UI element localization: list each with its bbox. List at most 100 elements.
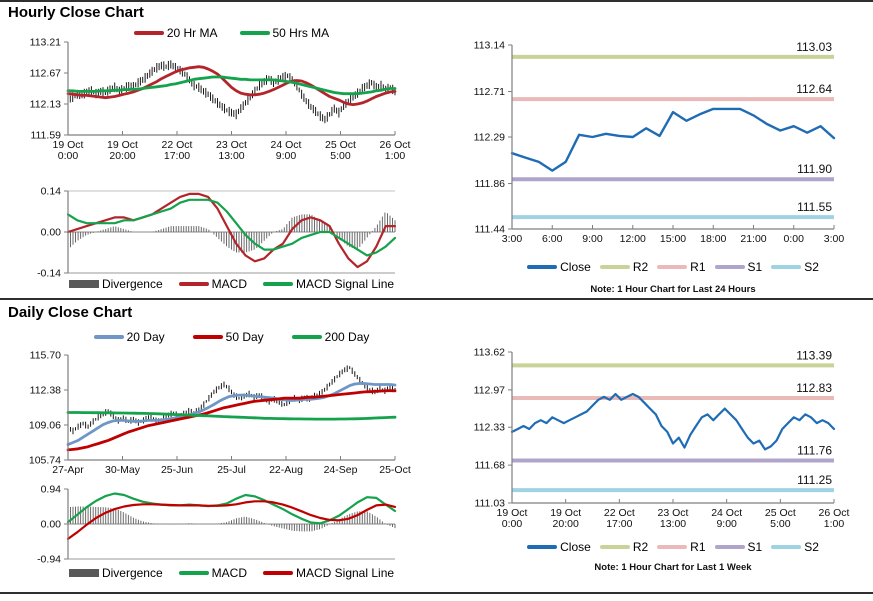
- svg-text:17:00: 17:00: [164, 150, 190, 162]
- svg-text:5:00: 5:00: [770, 518, 791, 530]
- svg-text:0.00: 0.00: [41, 519, 62, 531]
- svg-text:0:00: 0:00: [58, 150, 79, 162]
- svg-text:0:00: 0:00: [784, 233, 805, 245]
- legend-item-s1: S1: [714, 260, 763, 274]
- svg-text:25 Oct: 25 Oct: [765, 507, 796, 519]
- svg-text:112.38: 112.38: [30, 385, 61, 397]
- svg-text:115.70: 115.70: [30, 350, 61, 362]
- svg-text:23 Oct: 23 Oct: [658, 507, 689, 519]
- svg-text:112.13: 112.13: [30, 99, 61, 111]
- level-line-r2: 113.39: [512, 348, 834, 368]
- divergence-swatch-icon: [68, 280, 99, 288]
- s1-swatch-icon: [714, 545, 745, 549]
- r2-swatch-icon: [599, 545, 630, 549]
- svg-text:9:00: 9:00: [716, 518, 737, 530]
- r1-swatch-icon: [657, 545, 688, 549]
- hourly-sr-legend: Close R2 R1 S1 S2: [512, 260, 834, 274]
- svg-text:9:00: 9:00: [276, 150, 297, 162]
- svg-text:19 Oct: 19 Oct: [107, 139, 138, 151]
- svg-text:113.62: 113.62: [474, 347, 505, 359]
- svg-text:111.76: 111.76: [797, 443, 832, 457]
- svg-text:18:00: 18:00: [700, 233, 726, 245]
- legend-item-macd-signal-line: MACD Signal Line: [263, 277, 394, 291]
- svg-text:0.94: 0.94: [41, 484, 62, 496]
- daily-section-title: Daily Close Chart: [8, 304, 133, 321]
- legend-item-r1: R1: [657, 260, 706, 274]
- svg-text:25-Jun: 25-Jun: [161, 464, 193, 476]
- legend-label: S2: [804, 540, 819, 554]
- daily-sr-note: Note: 1 Hour Chart for Last 1 Week: [594, 562, 752, 573]
- series-macd: [66, 492, 397, 525]
- svg-text:22 Oct: 22 Oct: [162, 139, 193, 151]
- macd-swatch-icon: [178, 571, 209, 575]
- legend-item-s1: S1: [714, 540, 762, 554]
- legend-label: 20 Day: [126, 330, 165, 344]
- svg-text:0.14: 0.14: [41, 186, 62, 198]
- svg-text:22-Aug: 22-Aug: [269, 464, 303, 476]
- level-line-r1: 112.64: [512, 82, 834, 102]
- 20-day-swatch-icon: [93, 335, 124, 339]
- daily-price-legend: 20 Day 50 Day 200 Day: [68, 330, 395, 344]
- svg-text:113.03: 113.03: [796, 40, 832, 54]
- svg-text:20:00: 20:00: [553, 518, 579, 530]
- series-50-day: [66, 389, 397, 452]
- legend-item-20-hr-ma: 20 Hr MA: [133, 26, 218, 40]
- svg-text:112.29: 112.29: [474, 132, 505, 144]
- divider-middle: [0, 298, 873, 300]
- svg-text:111.59: 111.59: [30, 130, 61, 142]
- axes: 0.94 0.00 -0.94: [37, 484, 69, 566]
- divider-bottom: [0, 592, 873, 594]
- legend-label: S2: [804, 260, 819, 274]
- level-line-s1: 111.90: [512, 162, 834, 182]
- hourly-sr-note: Note: 1 Hour Chart for Last 24 Hours: [590, 284, 756, 295]
- legend-label: S1: [747, 260, 763, 274]
- svg-text:24 Oct: 24 Oct: [271, 139, 302, 151]
- legend-label: Divergence: [101, 566, 163, 580]
- legend-label: Close: [560, 540, 591, 554]
- svg-text:19 Oct: 19 Oct: [53, 139, 84, 151]
- legend-label: 20 Hr MA: [166, 26, 218, 40]
- svg-text:112.83: 112.83: [796, 381, 832, 395]
- hourly-price-legend: 20 Hr MA 50 Hrs MA: [68, 26, 395, 40]
- svg-text:-0.14: -0.14: [37, 268, 61, 280]
- legend-item-r2: R2: [599, 260, 648, 274]
- svg-text:111.03: 111.03: [474, 498, 505, 510]
- svg-text:111.86: 111.86: [474, 178, 505, 190]
- level-line-s1: 111.76: [512, 443, 834, 463]
- svg-text:19 Oct: 19 Oct: [550, 507, 581, 519]
- svg-text:1:00: 1:00: [824, 518, 845, 530]
- svg-text:21:00: 21:00: [740, 233, 766, 245]
- close-swatch-icon: [527, 265, 558, 269]
- svg-text:113.39: 113.39: [796, 348, 832, 362]
- legend-item-divergence: Divergence: [68, 566, 163, 580]
- svg-text:17:00: 17:00: [606, 518, 632, 530]
- level-line-r2: 113.03: [512, 40, 834, 59]
- level-line-s2: 111.55: [512, 200, 834, 220]
- daily-support-resistance-chart: 113.39112.83111.76111.25113.62112.97112.…: [474, 347, 850, 531]
- svg-text:24-Sep: 24-Sep: [324, 464, 358, 476]
- svg-text:111.55: 111.55: [797, 200, 832, 214]
- legend-item-s2: S2: [771, 540, 819, 554]
- svg-text:30-May: 30-May: [105, 464, 141, 476]
- macd-signal-line-swatch-icon: [263, 282, 293, 286]
- legend-label: 50 Day: [225, 330, 264, 344]
- daily-macd-chart: 0.94 0.00 -0.94: [37, 484, 397, 566]
- close-swatch-icon: [527, 545, 558, 549]
- legend-label: R1: [690, 540, 706, 554]
- svg-text:109.06: 109.06: [29, 420, 61, 432]
- series-close: [510, 392, 836, 451]
- legend-item-r1: R1: [657, 540, 706, 554]
- svg-text:27-Apr: 27-Apr: [52, 464, 84, 476]
- r2-swatch-icon: [599, 265, 630, 269]
- legend-item-50-hrs-ma: 50 Hrs MA: [239, 26, 329, 40]
- svg-text:25-Jul: 25-Jul: [217, 464, 246, 476]
- svg-text:3:00: 3:00: [824, 233, 845, 245]
- legend-item-macd: MACD: [178, 566, 247, 580]
- macd-swatch-icon: [178, 282, 209, 286]
- svg-text:9:00: 9:00: [582, 233, 603, 245]
- legend-item-s2: S2: [771, 260, 819, 274]
- level-line-s2: 111.25: [512, 473, 834, 493]
- svg-text:112.71: 112.71: [474, 86, 505, 98]
